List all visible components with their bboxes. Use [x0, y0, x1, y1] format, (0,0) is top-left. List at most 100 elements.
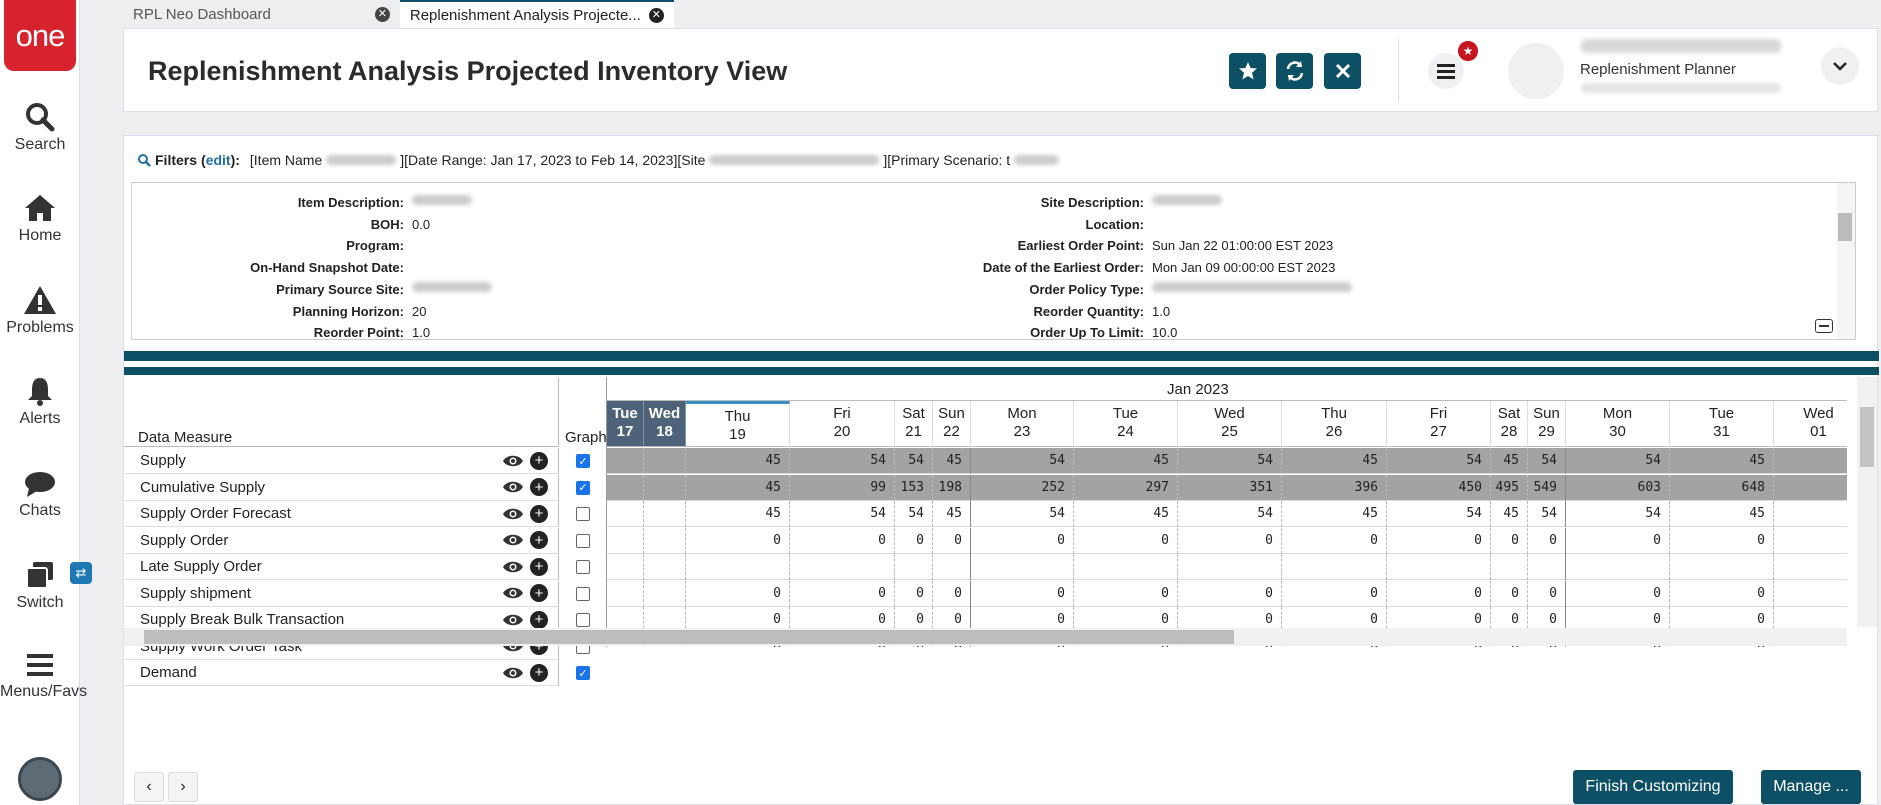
data-cell[interactable]: 54	[1528, 448, 1566, 474]
data-cell[interactable]: 45	[1282, 448, 1387, 474]
day-header[interactable]: Wed 18	[644, 401, 686, 447]
data-cell[interactable]: 0	[1670, 580, 1774, 607]
eye-icon[interactable]	[502, 454, 524, 468]
data-cell[interactable]	[1528, 554, 1566, 580]
data-cell[interactable]	[1774, 501, 1847, 527]
day-header[interactable]: Wed 25	[1178, 401, 1282, 447]
data-cell[interactable]: 54	[1528, 501, 1566, 527]
data-cell[interactable]	[644, 580, 686, 607]
data-cell[interactable]: 54	[1387, 448, 1491, 474]
data-cell[interactable]: 0	[790, 607, 895, 633]
add-icon[interactable]: +	[530, 504, 548, 523]
switch-badge-icon[interactable]: ⇄	[70, 562, 92, 584]
data-cell[interactable]	[644, 501, 686, 527]
prev-page-button[interactable]: ‹	[134, 772, 164, 802]
eye-icon[interactable]	[502, 560, 524, 574]
data-cell[interactable]	[644, 607, 686, 633]
data-cell[interactable]: 45	[1670, 501, 1774, 527]
data-cell[interactable]	[1074, 554, 1178, 580]
data-cell[interactable]: 54	[790, 501, 895, 527]
data-cell[interactable]: 0	[895, 607, 933, 633]
scroll-thumb[interactable]	[144, 630, 1234, 644]
data-cell[interactable]: 198	[933, 474, 971, 501]
data-cell[interactable]: 0	[1282, 527, 1387, 554]
data-cell[interactable]	[790, 554, 895, 580]
eye-icon[interactable]	[502, 666, 524, 680]
eye-icon[interactable]	[502, 480, 524, 494]
data-cell[interactable]	[1387, 554, 1491, 580]
sidebar-item-switch[interactable]: Switch	[0, 560, 80, 612]
data-cell[interactable]	[607, 607, 644, 633]
data-cell[interactable]: 0	[1491, 580, 1528, 607]
day-header[interactable]: Mon 23	[971, 401, 1074, 447]
add-icon[interactable]: +	[530, 451, 548, 470]
day-header[interactable]: Wed 01	[1774, 401, 1847, 447]
day-header[interactable]: Mon 30	[1566, 401, 1670, 447]
sidebar-item-problems[interactable]: Problems	[0, 285, 80, 337]
data-cell[interactable]: 0	[1282, 580, 1387, 607]
data-cell[interactable]: 0	[1387, 527, 1491, 554]
graph-checkbox[interactable]	[576, 533, 590, 548]
data-cell[interactable]	[1670, 554, 1774, 580]
graph-checkbox[interactable]	[576, 507, 590, 521]
data-cell[interactable]: 0	[1387, 580, 1491, 607]
data-cell[interactable]: 351	[1178, 474, 1282, 501]
data-cell[interactable]: 0	[1178, 580, 1282, 607]
data-cell[interactable]: 0	[790, 580, 895, 607]
day-header[interactable]: Tue 31	[1670, 401, 1774, 447]
data-cell[interactable]	[607, 554, 644, 580]
data-cell[interactable]: 0	[1528, 527, 1566, 554]
scroll-thumb[interactable]	[1860, 407, 1874, 467]
grid-horizontal-scrollbar[interactable]	[124, 628, 1847, 646]
graph-checkbox[interactable]	[576, 560, 590, 574]
data-cell[interactable]: 0	[1670, 527, 1774, 554]
graph-checkbox[interactable]: ✓	[576, 480, 590, 495]
data-cell[interactable]: 0	[971, 527, 1074, 554]
sidebar-item-home[interactable]: Home	[0, 193, 80, 245]
data-cell[interactable]: 54	[971, 448, 1074, 474]
sidebar-item-search[interactable]: Search	[0, 102, 80, 154]
data-cell[interactable]: 549	[1528, 474, 1566, 501]
favorites-star-badge-icon[interactable]: ★	[1456, 39, 1480, 63]
add-icon[interactable]: +	[530, 584, 548, 602]
graph-checkbox[interactable]	[576, 586, 590, 601]
data-cell[interactable]: 603	[1566, 474, 1670, 501]
data-cell[interactable]: 0	[933, 607, 971, 633]
data-cell[interactable]	[1566, 554, 1670, 580]
data-cell[interactable]: 0	[1387, 607, 1491, 633]
measure-row[interactable]: Supply Order Forecast +	[124, 501, 559, 527]
data-cell[interactable]: 0	[971, 607, 1074, 633]
graph-checkbox[interactable]	[576, 613, 590, 627]
data-cell[interactable]: 0	[1074, 527, 1178, 554]
data-cell[interactable]	[1282, 554, 1387, 580]
eye-icon[interactable]	[502, 533, 524, 547]
details-scrollbar[interactable]	[1837, 183, 1855, 339]
close-icon[interactable]: ✕	[648, 7, 664, 23]
main-menu-button[interactable]	[1428, 53, 1464, 89]
data-cell[interactable]: 0	[933, 527, 971, 554]
data-cell[interactable]: 45	[1670, 448, 1774, 474]
favorite-button[interactable]	[1229, 53, 1266, 89]
data-cell[interactable]: 54	[1178, 501, 1282, 527]
sidebar-item-chats[interactable]: Chats	[0, 470, 80, 520]
data-cell[interactable]: 45	[1491, 448, 1528, 474]
data-cell[interactable]	[686, 554, 790, 580]
data-cell[interactable]: 0	[1074, 607, 1178, 633]
data-cell[interactable]: 0	[1566, 527, 1670, 554]
measure-row[interactable]: Supply Order +	[124, 527, 559, 554]
data-cell[interactable]: 0	[933, 580, 971, 607]
data-cell[interactable]: 0	[1566, 607, 1670, 633]
day-header[interactable]: Tue 24	[1074, 401, 1178, 447]
eye-icon[interactable]	[502, 586, 524, 600]
add-icon[interactable]: +	[530, 557, 548, 576]
data-cell[interactable]: 297	[1074, 474, 1178, 501]
data-cell[interactable]: 45	[933, 448, 971, 474]
data-cell[interactable]: 54	[895, 501, 933, 527]
data-cell[interactable]	[644, 474, 686, 501]
data-cell[interactable]	[607, 580, 644, 607]
data-cell[interactable]: 45	[686, 448, 790, 474]
day-header[interactable]: Fri 27	[1387, 401, 1491, 447]
measure-row[interactable]: Late Supply Order +	[124, 554, 559, 580]
measure-row[interactable]: Cumulative Supply +	[124, 474, 559, 501]
day-header[interactable]: Sun 22	[933, 401, 971, 447]
